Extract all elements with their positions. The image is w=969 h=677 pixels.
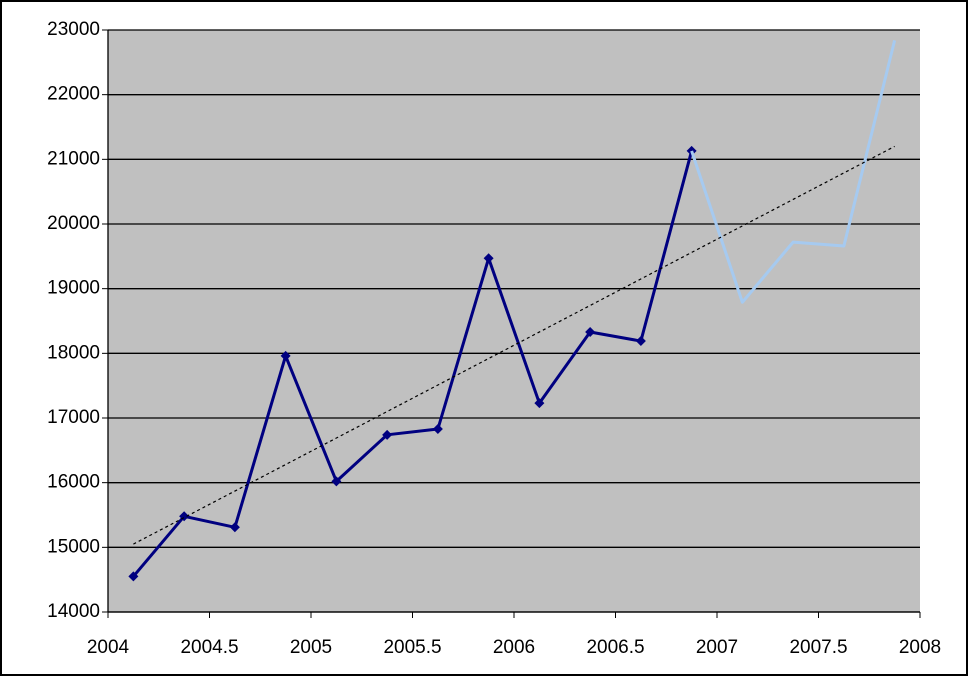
x-tick-label: 2007.5: [789, 637, 847, 658]
data-point: [635, 336, 646, 347]
x-tick-label: 2004: [87, 637, 130, 658]
data-point: [280, 350, 291, 361]
x-tick-label: 2008: [899, 637, 941, 658]
plot-area: [108, 30, 920, 612]
data-point: [432, 423, 443, 434]
x-tick-label: 2005: [290, 637, 332, 658]
x-tick-label: 2004.5: [180, 637, 238, 658]
y-tick-label: 19000: [47, 278, 100, 299]
y-tick-label: 23000: [47, 19, 100, 40]
x-tick-label: 2006: [493, 637, 535, 658]
y-tick-label: 16000: [47, 472, 100, 493]
data-point: [128, 571, 139, 582]
data-point: [483, 253, 494, 264]
y-tick-label: 22000: [47, 84, 100, 105]
y-tick-label: 21000: [47, 148, 100, 169]
y-tick-label: 20000: [47, 213, 100, 234]
x-tick-label: 2005.5: [383, 637, 441, 658]
y-tick-label: 14000: [47, 601, 100, 622]
x-tick-label: 2007: [696, 637, 738, 658]
data-line: [690, 39, 897, 304]
x-tick-label: 2006.5: [586, 637, 644, 658]
data-line: [132, 150, 694, 578]
y-tick-label: 15000: [47, 536, 100, 557]
y-tick-label: 18000: [47, 342, 100, 363]
data-point: [229, 522, 240, 533]
data-point: [534, 398, 545, 409]
trend-line: [133, 145, 895, 545]
data-point: [331, 476, 342, 487]
data-point: [382, 429, 393, 440]
data-point: [585, 326, 596, 337]
y-tick-label: 17000: [47, 407, 100, 428]
